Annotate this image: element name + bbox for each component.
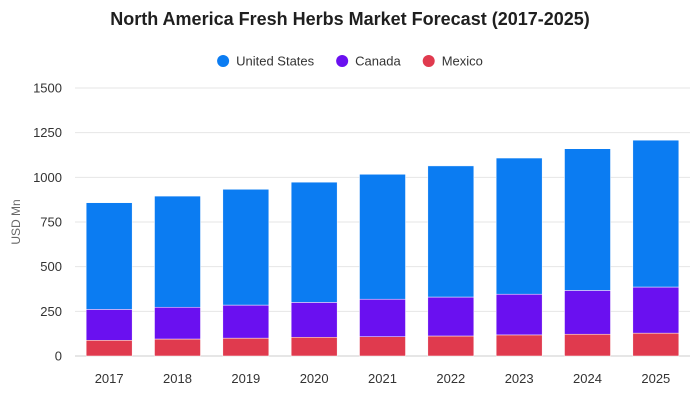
y-tick-label: 500: [40, 259, 62, 274]
bar-stack-2021: [359, 174, 406, 357]
legend: United States Canada Mexico: [217, 54, 483, 69]
y-tick-label: 250: [40, 304, 62, 319]
legend-swatch-united-states: [217, 55, 230, 67]
legend-swatch-canada: [336, 55, 349, 67]
bar-segment-mexico-2024: [564, 333, 611, 357]
bar-stack-2019: [222, 189, 270, 357]
y-tick-label: 1000: [33, 170, 62, 185]
bar-segment-mexico-2019: [222, 337, 270, 357]
bar-stack-2023: [495, 157, 543, 357]
bar-segment-mexico-2018: [154, 338, 201, 357]
bar-segment-mexico-2023: [495, 334, 543, 357]
y-tick-label: 750: [40, 215, 62, 230]
bar-segment-canada-2017: [85, 309, 133, 341]
bar-segment-canada-2021: [359, 298, 406, 337]
x-axis-ticks: 2017 2018 2019 2020 2021 2022 2023 2024 2025: [95, 371, 671, 386]
bar-segment-mexico-2020: [290, 336, 338, 357]
legend-label: United States: [236, 54, 315, 69]
bar-stack-2018: [154, 195, 201, 357]
bar-segment-mexico-2022: [427, 335, 475, 357]
bar-stack-2022: [427, 165, 475, 357]
y-tick-label: 0: [55, 349, 62, 364]
bar-segment-mexico-2025: [632, 332, 680, 357]
bar-segment-united-states-2019: [222, 189, 270, 306]
bar-segment-canada-2024: [564, 290, 611, 335]
bar-segment-canada-2020: [290, 302, 338, 338]
x-tick-label: 2024: [573, 371, 602, 386]
x-tick-label: 2019: [231, 371, 260, 386]
bar-segment-mexico-2021: [359, 336, 406, 357]
bar-stack-2020: [290, 181, 338, 357]
bar-segment-united-states-2025: [632, 139, 680, 288]
x-tick-label: 2023: [505, 371, 534, 386]
bar-segment-canada-2023: [495, 293, 543, 336]
y-axis-label: USD Mn: [9, 199, 23, 244]
bar-stack-2017: [85, 202, 133, 357]
x-tick-label: 2025: [641, 371, 670, 386]
legend-swatch-mexico: [422, 55, 435, 67]
bar-segment-united-states-2022: [427, 165, 475, 298]
bar-segment-united-states-2021: [359, 174, 406, 300]
bar-segment-mexico-2017: [85, 340, 133, 357]
bar-segment-canada-2025: [632, 286, 680, 334]
bar-segment-united-states-2018: [154, 195, 201, 308]
x-tick-label: 2021: [368, 371, 397, 386]
bar-segment-canada-2018: [154, 306, 201, 340]
chart-title: North America Fresh Herbs Market Forecas…: [110, 9, 590, 29]
x-tick-label: 2020: [300, 371, 329, 386]
x-tick-label: 2018: [163, 371, 192, 386]
y-axis-ticks: 0 250 500 750 1000 1250 1500: [33, 81, 62, 364]
bar-segment-united-states-2020: [290, 181, 338, 303]
bar-segment-canada-2019: [222, 304, 270, 339]
bar-segment-united-states-2024: [564, 148, 611, 291]
bar-segment-canada-2022: [427, 296, 475, 337]
y-tick-label: 1250: [33, 125, 62, 140]
legend-item-united-states[interactable]: United States: [217, 54, 315, 69]
bar-stack-2024: [564, 148, 611, 357]
bar-stack-2025: [632, 139, 680, 357]
legend-label: Canada: [355, 54, 401, 69]
legend-item-mexico[interactable]: Mexico: [422, 54, 483, 69]
legend-item-canada[interactable]: Canada: [336, 54, 401, 69]
y-tick-label: 1500: [33, 81, 62, 96]
legend-label: Mexico: [442, 54, 483, 69]
x-tick-label: 2017: [95, 371, 124, 386]
bars: [85, 139, 680, 357]
x-tick-label: 2022: [436, 371, 465, 386]
bar-segment-united-states-2023: [495, 157, 543, 295]
bar-segment-united-states-2017: [85, 202, 133, 310]
